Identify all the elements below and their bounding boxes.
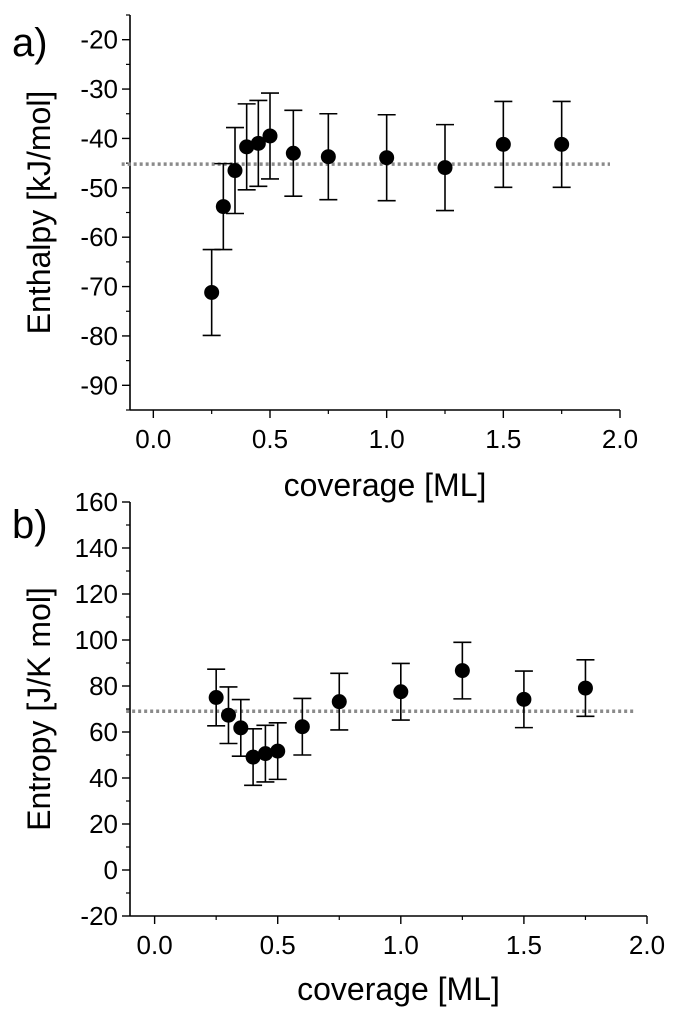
data-point <box>233 720 249 736</box>
data-point <box>204 284 220 300</box>
x-tick-label: 1.0 <box>369 424 405 454</box>
y-tick-label: -70 <box>80 272 118 302</box>
y-tick-label: 0 <box>104 855 118 885</box>
y-tick-label: -40 <box>80 123 118 153</box>
panel-a-enthalpy-chart: -90 -80 -70 -60 -50 -40 -30 -20 0.0 0.5 1.0 1.5 2.0 c… <box>12 14 638 503</box>
panel-label: b) <box>12 503 48 547</box>
data-point <box>320 149 336 165</box>
data-point <box>437 160 453 176</box>
data-point <box>245 749 261 765</box>
data-point <box>270 743 286 759</box>
y-tick-label: 80 <box>89 671 118 701</box>
x-tick-label: 0.0 <box>137 930 173 960</box>
data-point <box>379 150 395 166</box>
data-point <box>239 139 255 155</box>
x-tick-label: 0.0 <box>135 424 171 454</box>
data-point <box>250 135 266 151</box>
x-tick-label: 2.0 <box>602 424 638 454</box>
y-tick-label: 40 <box>89 763 118 793</box>
data-point <box>215 199 231 215</box>
x-tick-label: 1.5 <box>506 930 542 960</box>
data-point <box>262 128 278 144</box>
y-tick-label: -60 <box>80 222 118 252</box>
data-point <box>294 719 310 735</box>
data-point <box>285 145 301 161</box>
y-tick-label: 20 <box>89 809 118 839</box>
data-point <box>220 707 236 723</box>
x-axis-label: coverage [ML] <box>284 467 487 503</box>
y-tick-label: -90 <box>80 370 118 400</box>
data-point <box>227 163 243 179</box>
data-point <box>495 136 511 152</box>
data-point <box>208 690 224 705</box>
y-tick-label: -20 <box>80 901 118 931</box>
y-tick-label: -30 <box>80 74 118 104</box>
data-point <box>331 694 347 710</box>
data-point <box>454 663 470 679</box>
panel-label: a) <box>12 21 48 65</box>
x-tick-label: 2.0 <box>629 930 665 960</box>
x-axis-label: coverage [ML] <box>297 971 500 1007</box>
y-tick-label: -80 <box>80 321 118 351</box>
data-point <box>577 680 593 696</box>
y-axis-label: Entropy [J/K mol] <box>21 587 57 831</box>
data-point <box>257 746 273 762</box>
y-axis-label: Enthalpy [kJ/mol] <box>21 91 57 335</box>
data-point <box>516 691 532 707</box>
y-tick-label: 120 <box>75 579 118 609</box>
y-tick-label: 60 <box>89 717 118 747</box>
y-tick-label: -50 <box>80 173 118 203</box>
y-tick-label: -20 <box>80 25 118 55</box>
data-point <box>393 684 409 700</box>
x-tick-label: 1.5 <box>485 424 521 454</box>
y-tick-label: 160 <box>75 487 118 517</box>
x-tick-label: 1.0 <box>383 930 419 960</box>
y-tick-label: 100 <box>75 625 118 655</box>
y-tick-label: 140 <box>75 533 118 563</box>
panel-b-entropy-chart: -20 0 20 40 60 80 100 120 140 160 0.0 0.5 1.0 1.5 2.0 c… <box>12 487 665 1007</box>
x-tick-label: 0.5 <box>252 424 288 454</box>
x-tick-label: 0.5 <box>260 930 296 960</box>
data-point <box>554 136 570 152</box>
